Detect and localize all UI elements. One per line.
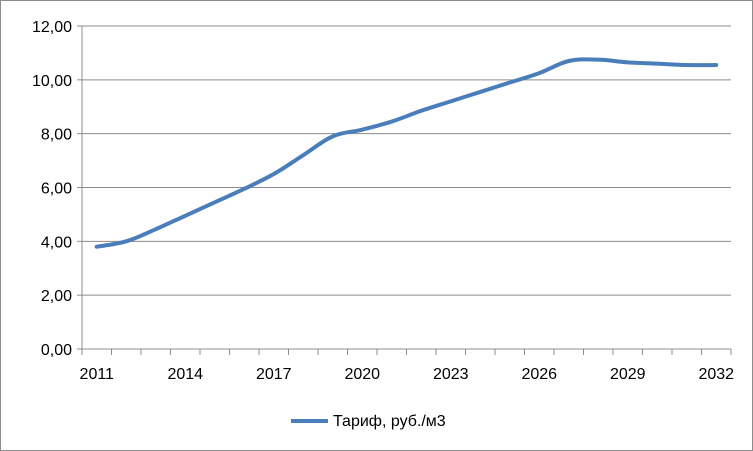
y-tick-label: 6,00 [41,181,72,198]
series-line [94,57,719,249]
data-point [655,62,659,66]
legend-label: Тариф, руб./м3 [333,413,446,430]
data-point [390,120,394,124]
data-point [478,90,482,94]
x-tick-label: 2023 [433,366,469,383]
data-point [272,172,276,176]
y-tick-label: 8,00 [41,127,72,144]
x-axis: 2011 2014 2017 2020 2023 2026 2029 2032 [80,348,734,383]
y-axis: 0,00 2,00 4,00 6,00 8,00 10,00 12,00 [32,19,83,359]
data-point [124,239,128,243]
x-tick-label: 2026 [521,366,557,383]
data-point [154,227,158,231]
series-layer [94,57,719,249]
y-tick-label: 0,00 [41,342,72,359]
x-tick-label: 2032 [698,366,734,383]
data-point [213,200,217,204]
data-point [95,245,99,249]
x-tick-label: 2017 [256,366,292,383]
data-point [567,59,571,63]
x-tick-label: 2029 [610,366,646,383]
data-point [301,153,305,157]
x-tick-label: 2011 [80,366,115,383]
data-point [714,63,718,67]
data-point [183,214,187,218]
data-point [685,63,689,67]
data-point [242,187,246,191]
x-tick-label: 2020 [344,366,380,383]
x-tick-label: 2014 [167,366,203,383]
data-point [419,109,423,113]
data-point [360,128,364,132]
data-point [331,134,335,138]
y-tick-label: 10,00 [32,73,72,90]
y-tick-label: 2,00 [41,288,72,305]
data-point [626,60,630,64]
data-point [537,71,541,75]
gridlines [82,25,731,350]
legend: Тариф, руб./м3 [291,413,446,430]
y-tick-label: 4,00 [41,234,72,251]
y-tick-label: 12,00 [32,19,72,36]
data-point [449,99,453,103]
data-point [508,81,512,85]
data-point [596,58,600,62]
